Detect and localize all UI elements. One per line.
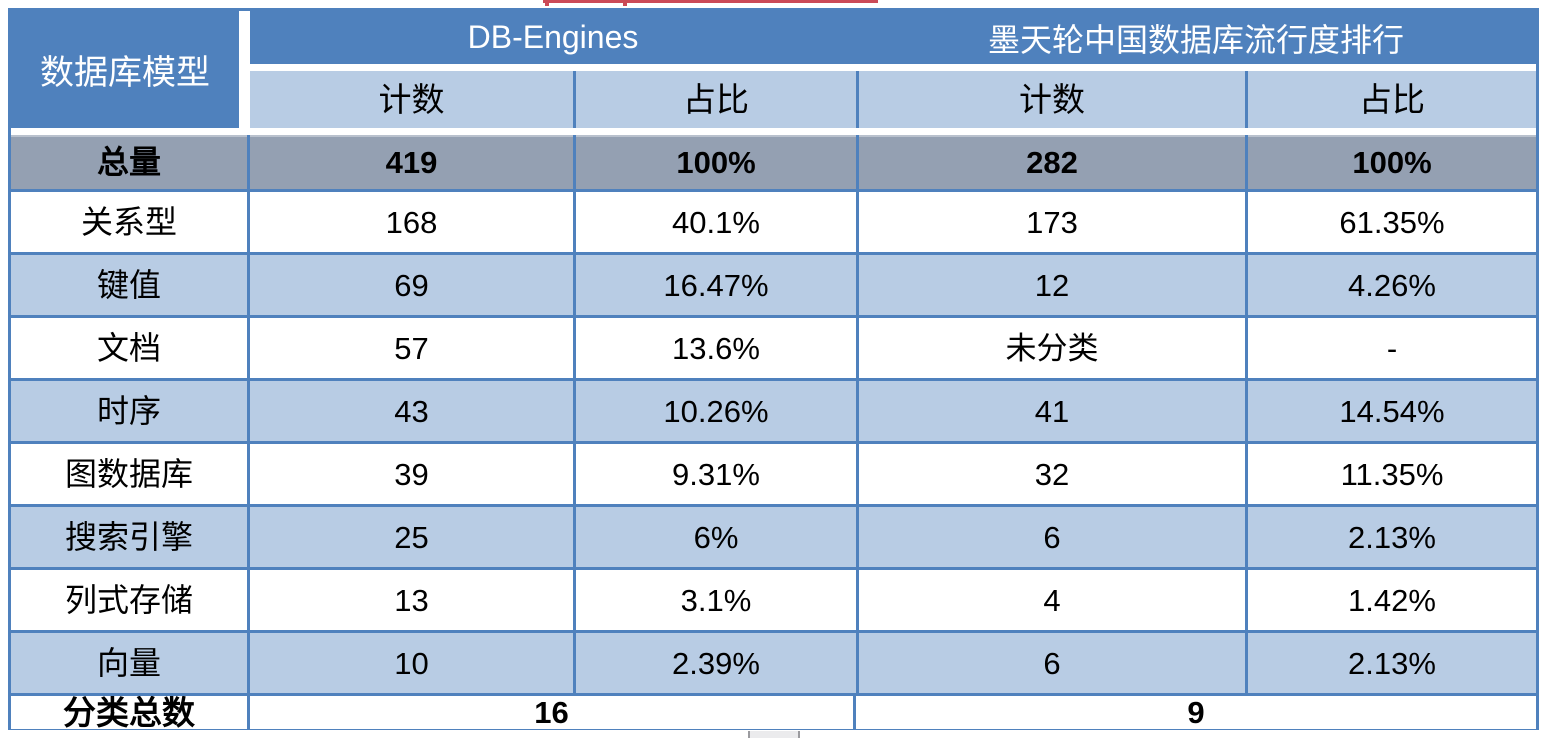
red-underline-tick xyxy=(545,0,549,6)
category-total-row: 分类总数 16 9 xyxy=(11,693,1536,729)
db-share-cell: 9.31% xyxy=(573,444,856,504)
modb-count-cell: 32 xyxy=(856,444,1245,504)
table-row: 图数据库 39 9.31% 32 11.35% xyxy=(11,441,1536,504)
column-group-row: DB-Engines 墨天轮中国数据库流行度排行 xyxy=(250,11,1536,64)
modb-share-cell: 2.13% xyxy=(1245,633,1536,693)
total-row: 总量 419 100% 282 100% xyxy=(11,135,1536,189)
db-share-cell: 3.1% xyxy=(573,570,856,630)
db-count-cell: 168 xyxy=(385,204,438,240)
modb-share-cell: 2.13% xyxy=(1245,507,1536,567)
row-label: 列式存储 xyxy=(11,570,250,630)
table-row: 时序 43 10.26% 41 14.54% xyxy=(11,378,1536,441)
corner-header-cell: 数据库模型 xyxy=(11,11,250,128)
sub-header-row: 计数 占比 计数 占比 xyxy=(250,71,1536,128)
modb-count-cell: 未分类 xyxy=(856,318,1245,378)
database-model-comparison-table: 数据库模型 DB-Engines 墨天轮中国数据库流行度排行 计数 占比 计数 … xyxy=(8,8,1539,730)
subheader-db-share: 占比 xyxy=(573,71,856,128)
modb-count-cell: 41 xyxy=(856,381,1245,441)
table-row: 搜索引擎 25 6% 6 2.13% xyxy=(11,504,1536,567)
row-label: 键值 xyxy=(11,255,250,315)
row-label: 总量 xyxy=(11,135,250,189)
table-row: 向量 10 2.39% 6 2.13% xyxy=(11,630,1536,693)
subheader-modb-share: 占比 xyxy=(1245,71,1536,128)
modb-share-cell: 100% xyxy=(1245,135,1536,189)
table-body: 关系型 168 40.1% 173 61.35% 键值 69 16.47% 12… xyxy=(11,189,1536,693)
table-row: 列式存储 13 3.1% 4 1.42% xyxy=(11,567,1536,630)
subheader-modb-count: 计数 xyxy=(856,71,1245,128)
db-category-total-cell: 16 xyxy=(250,696,856,729)
group-header-db-engines: DB-Engines xyxy=(467,19,639,55)
modb-count-cell: 4 xyxy=(856,570,1245,630)
red-underline-tick xyxy=(623,0,627,6)
modb-share-cell: - xyxy=(1245,318,1536,378)
modb-count-cell: 6 xyxy=(856,507,1245,567)
modb-count-cell: 12 xyxy=(856,255,1245,315)
modb-share-cell: 1.42% xyxy=(1245,570,1536,630)
table-row: 键值 69 16.47% 12 4.26% xyxy=(11,252,1536,315)
modb-count-cell: 282 xyxy=(856,135,1245,189)
db-share-cell: 2.39% xyxy=(573,633,856,693)
db-share-cell: 40.1% xyxy=(573,192,856,252)
db-count-cell: 419 xyxy=(385,144,438,180)
db-share-cell: 100% xyxy=(573,135,856,189)
table-header: 数据库模型 DB-Engines 墨天轮中国数据库流行度排行 计数 占比 计数 … xyxy=(11,11,1536,128)
row-label: 关系型 xyxy=(11,192,250,252)
header-right-section: DB-Engines 墨天轮中国数据库流行度排行 计数 占比 计数 占比 xyxy=(250,11,1536,128)
header-body-divider xyxy=(11,128,1536,135)
db-count-cell: 10 xyxy=(394,645,429,681)
row-label: 图数据库 xyxy=(11,444,250,504)
db-count-cell: 39 xyxy=(394,456,429,492)
db-count-cell: 25 xyxy=(394,519,429,555)
modb-share-cell: 14.54% xyxy=(1245,381,1536,441)
scrollbar-thumb[interactable] xyxy=(748,731,800,738)
db-share-cell: 6% xyxy=(573,507,856,567)
modb-category-total-cell: 9 xyxy=(1187,696,1205,729)
db-count-cell: 57 xyxy=(394,330,429,366)
group-header-modb: 墨天轮中国数据库流行度排行 xyxy=(987,21,1404,58)
row-label: 向量 xyxy=(11,633,250,693)
header-divider xyxy=(250,64,1536,71)
db-count-cell: 43 xyxy=(394,393,429,429)
modb-count-cell: 173 xyxy=(856,192,1245,252)
row-label: 搜索引擎 xyxy=(11,507,250,567)
db-share-cell: 10.26% xyxy=(573,381,856,441)
table-row: 文档 57 13.6% 未分类 - xyxy=(11,315,1536,378)
db-share-cell: 16.47% xyxy=(573,255,856,315)
db-count-cell: 13 xyxy=(394,582,429,618)
table-row: 关系型 168 40.1% 173 61.35% xyxy=(11,189,1536,252)
db-count-cell: 69 xyxy=(394,267,429,303)
row-label: 文档 xyxy=(11,318,250,378)
row-label: 分类总数 xyxy=(11,696,250,729)
modb-count-cell: 6 xyxy=(856,633,1245,693)
db-share-cell: 13.6% xyxy=(573,318,856,378)
red-underline-fragment xyxy=(543,0,878,3)
modb-share-cell: 4.26% xyxy=(1245,255,1536,315)
row-label: 时序 xyxy=(11,381,250,441)
modb-share-cell: 61.35% xyxy=(1245,192,1536,252)
modb-share-cell: 11.35% xyxy=(1245,444,1536,504)
subheader-db-count: 计数 xyxy=(378,81,445,118)
